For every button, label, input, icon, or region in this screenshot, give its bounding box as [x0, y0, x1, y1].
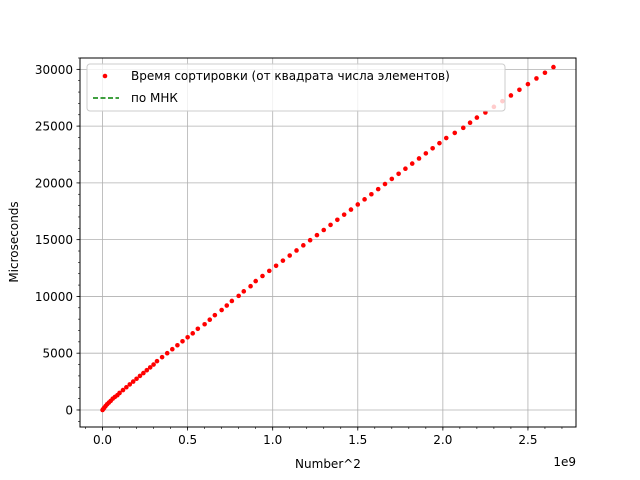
data-point	[335, 217, 340, 223]
y-tick-label: 30000	[35, 63, 73, 77]
data-point	[328, 222, 333, 228]
data-point	[195, 326, 201, 332]
data-point	[253, 278, 258, 284]
data-point	[508, 93, 514, 98]
data-point	[130, 379, 136, 384]
x-axis-label: Number^2	[295, 457, 361, 471]
data-point	[137, 373, 143, 379]
y-tick-label: 15000	[35, 233, 73, 247]
data-point	[207, 317, 213, 323]
data-point	[348, 207, 354, 212]
grid-lines	[80, 58, 576, 427]
data-point	[474, 115, 480, 120]
x-tick-label: 0.5	[178, 433, 197, 447]
data-point	[389, 176, 395, 182]
data-point	[437, 140, 442, 146]
data-point	[144, 367, 150, 373]
data-point	[151, 362, 156, 367]
data-point	[154, 358, 160, 364]
y-tick-label: 0	[65, 403, 73, 417]
data-point	[141, 370, 146, 376]
data-point	[236, 293, 241, 299]
data-point	[280, 258, 286, 263]
x-tick-label: 1.0	[263, 433, 282, 447]
data-point	[170, 346, 175, 352]
legend-box	[86, 63, 506, 112]
plot-frame	[79, 57, 577, 428]
data-point	[164, 350, 170, 356]
data-point	[159, 354, 165, 360]
data-point	[314, 232, 320, 238]
data-point	[423, 151, 429, 156]
data-point	[382, 181, 388, 187]
x-tick-label: 2.0	[433, 433, 452, 447]
data-point	[248, 283, 253, 289]
x-axis-offset-label: 1e9	[553, 455, 576, 469]
data-point	[241, 289, 247, 294]
data-point	[430, 145, 435, 151]
data-point	[452, 130, 458, 136]
data-point	[294, 248, 299, 253]
data-point	[355, 202, 361, 207]
data-point	[134, 376, 139, 382]
data-point	[147, 365, 153, 370]
legend-label-line: по МНК	[131, 91, 178, 105]
y-tick-label: 20000	[35, 176, 73, 190]
y-tick-label: 10000	[35, 290, 73, 304]
data-point	[534, 76, 539, 81]
legend-marker-scatter	[102, 73, 108, 79]
data-point	[219, 307, 224, 313]
data-point	[212, 312, 218, 318]
data-point	[266, 268, 272, 274]
data-point	[525, 81, 531, 87]
legend: Время сортировки (от квадрата числа элем…	[86, 63, 506, 112]
data-point	[124, 384, 129, 390]
data-point	[416, 156, 422, 161]
x-tick-label: 0.0	[93, 433, 112, 447]
data-point	[409, 161, 415, 166]
data-point	[341, 212, 347, 217]
data-point	[229, 298, 235, 304]
data-point	[362, 197, 367, 202]
data-point	[396, 171, 401, 177]
data-point	[180, 338, 185, 344]
data-point	[517, 87, 522, 93]
data-point	[260, 273, 265, 279]
data-point	[321, 227, 327, 233]
x-tick-label: 2.5	[518, 433, 537, 447]
axis-ticks: 0.0 0.5 1.0 1.5 2.0 2.5 0 5000 10000 15000 20000 25…	[35, 57, 563, 447]
data-point	[127, 382, 133, 387]
data-point	[202, 321, 207, 327]
y-tick-label: 5000	[42, 347, 73, 361]
data-point	[443, 135, 449, 141]
data-point	[287, 253, 293, 258]
data-point	[307, 237, 313, 243]
legend-label-scatter: Время сортировки (от квадрата числа элем…	[131, 69, 450, 83]
data-point	[301, 243, 306, 248]
data-point	[185, 335, 190, 340]
data-point	[375, 186, 381, 192]
data-point	[273, 263, 279, 269]
data-point	[460, 125, 466, 131]
data-point	[369, 191, 374, 197]
y-axis-label: Microseconds	[7, 201, 21, 282]
data-point	[175, 342, 180, 348]
data-point	[467, 120, 473, 126]
data-point	[403, 166, 408, 171]
data-point	[117, 390, 122, 396]
data-point	[224, 303, 230, 308]
x-tick-label: 1.5	[348, 433, 367, 447]
data-point	[542, 70, 548, 76]
data-point	[551, 64, 556, 70]
data-point	[190, 331, 196, 336]
y-tick-label: 25000	[35, 120, 73, 134]
data-point	[120, 387, 126, 393]
